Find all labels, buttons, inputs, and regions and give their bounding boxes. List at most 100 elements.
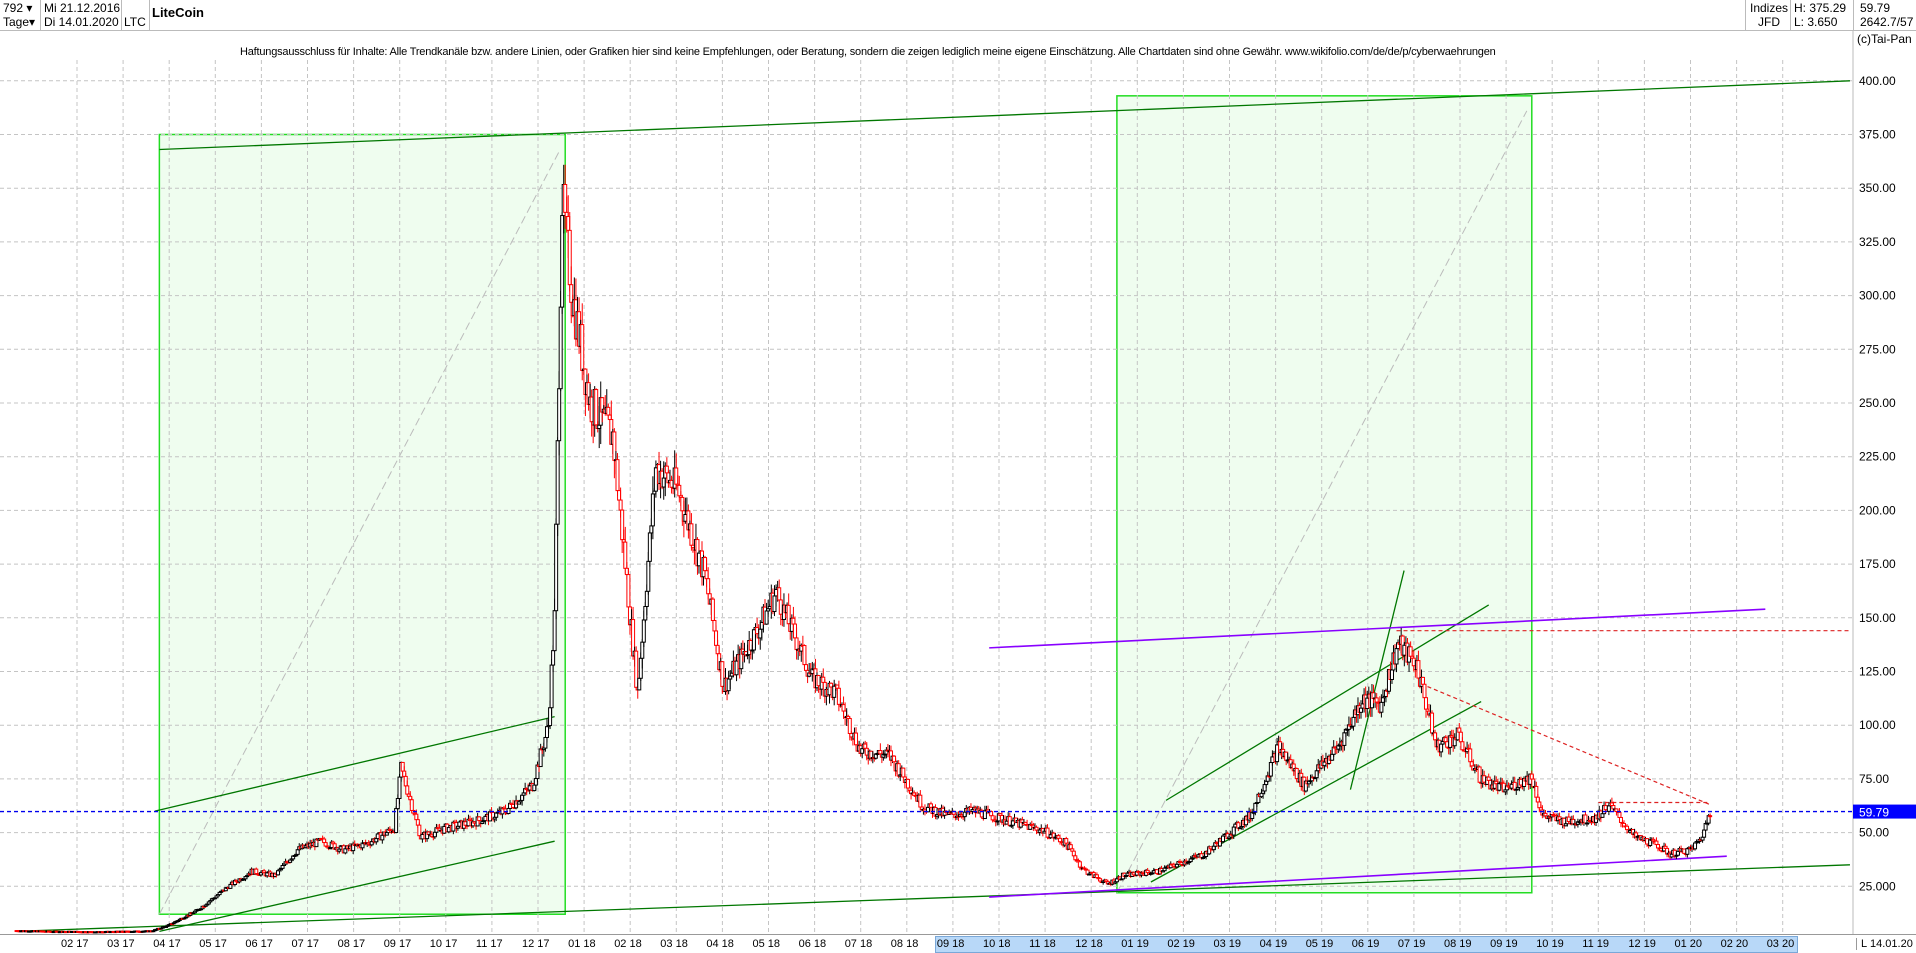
x-tick-label: 08 17: [337, 938, 366, 950]
candle: [791, 617, 796, 625]
candle: [712, 619, 717, 632]
x-tick-label: 12 19: [1628, 938, 1656, 950]
candle: [829, 682, 834, 688]
y-tick-label: 25.000: [1859, 879, 1896, 893]
trend-line: [1349, 570, 1405, 790]
candle: [804, 664, 809, 671]
symbol: LTC: [124, 15, 146, 29]
candle: [836, 687, 841, 705]
candle: [1154, 869, 1159, 874]
candle: [664, 465, 669, 474]
x-tick-label: 02 18: [614, 938, 642, 950]
x-tick-label: 01 19: [1121, 938, 1149, 950]
candle: [1518, 778, 1523, 786]
candle: [786, 604, 791, 625]
period-select[interactable]: Tage▾: [3, 15, 36, 29]
candle: [792, 623, 797, 639]
x-tick-label: 08 19: [1444, 938, 1472, 950]
last-price-tag: [1853, 804, 1916, 819]
candle: [1477, 766, 1482, 783]
candle: [535, 764, 540, 780]
x-tick-label: 10 19: [1536, 938, 1564, 950]
x-axis[interactable]: 02 17 03 17 04 17 05 17 06 17 07 17 08 17 09 17…: [0, 934, 1916, 953]
candle: [634, 650, 639, 688]
x-tick-label: 04 17: [153, 938, 181, 950]
candle: [1374, 697, 1379, 703]
x-tick-label: 02 20: [1720, 938, 1749, 950]
candle: [1457, 727, 1462, 733]
y-tick-label: 75.00: [1859, 772, 1889, 786]
x-tick-label: 09 19: [1490, 938, 1518, 950]
copyright: (c)Tai-Pan: [1857, 32, 1912, 46]
candle: [580, 324, 585, 371]
candle: [1469, 761, 1474, 767]
candle: [631, 619, 636, 657]
y-tick-label: 250.00: [1859, 396, 1896, 410]
candle: [764, 610, 769, 625]
x-tick-label: 04 19: [1259, 938, 1288, 950]
candle: [624, 567, 629, 576]
y-tick-label: 350.00: [1859, 181, 1896, 195]
candle: [794, 637, 799, 651]
candle: [544, 726, 549, 738]
market: Indizes: [1750, 1, 1789, 15]
x-tick-label: 09 17: [383, 938, 412, 950]
candle: [653, 467, 658, 492]
candle: [623, 541, 628, 569]
candle: [1259, 792, 1264, 798]
candle: [726, 678, 731, 692]
candle: [710, 598, 715, 621]
candle: [1685, 848, 1690, 855]
x-tick-label: 07 18: [844, 938, 873, 950]
candle: [1221, 835, 1226, 843]
start-date[interactable]: Mi 21.12.2016: [44, 1, 121, 15]
candle: [1702, 829, 1707, 838]
candle: [962, 811, 967, 818]
candle: [1045, 827, 1050, 838]
chart-header: 792 ▾ Tage▾ Mi 21.12.2016 Di 14.01.2020 …: [0, 0, 1916, 31]
candle: [1408, 646, 1413, 657]
candle: [1365, 697, 1370, 710]
purple-trend-line: [989, 855, 1727, 898]
count-select[interactable]: 792 ▾: [3, 1, 33, 15]
candle: [1262, 784, 1267, 792]
candle: [615, 459, 620, 492]
candle: [1654, 840, 1659, 846]
candle: [551, 650, 556, 666]
x-tick-label: 04 18: [706, 938, 734, 950]
candle: [554, 523, 559, 612]
candle: [704, 570, 709, 580]
candle: [714, 630, 719, 646]
candle: [532, 784, 537, 792]
x-tick-label: 01 18: [568, 938, 596, 950]
candle: [854, 732, 859, 746]
candle: [1402, 644, 1407, 656]
candle: [1606, 805, 1611, 812]
candle: [1509, 783, 1514, 789]
candle: [1275, 744, 1280, 763]
footer-date: 14.01.20: [1870, 938, 1913, 950]
candle: [703, 557, 708, 572]
x-tick-label: 12 18: [1075, 938, 1103, 950]
candle: [618, 499, 623, 511]
x-tick-label: 01 20: [1674, 938, 1703, 950]
time-box: [158, 133, 566, 915]
y-tick-label: 50.00: [1859, 826, 1889, 840]
exchange: JFD: [1758, 15, 1780, 29]
candle: [1430, 712, 1435, 734]
low-value: L: 3.650: [1794, 15, 1838, 29]
candle: [1675, 850, 1680, 856]
candle: [1708, 815, 1713, 818]
candle: [1645, 838, 1650, 845]
candle: [1007, 816, 1012, 827]
x-tick-label: 05 17: [199, 938, 227, 950]
candle: [420, 833, 425, 840]
candle: [612, 431, 617, 461]
last-value: 59.79: [1860, 1, 1891, 15]
candle: [1379, 701, 1384, 713]
end-date[interactable]: Di 14.01.2020: [44, 15, 119, 29]
candle: [849, 733, 854, 738]
candle: [755, 627, 760, 635]
mode-label[interactable]: L: [1856, 938, 1867, 950]
